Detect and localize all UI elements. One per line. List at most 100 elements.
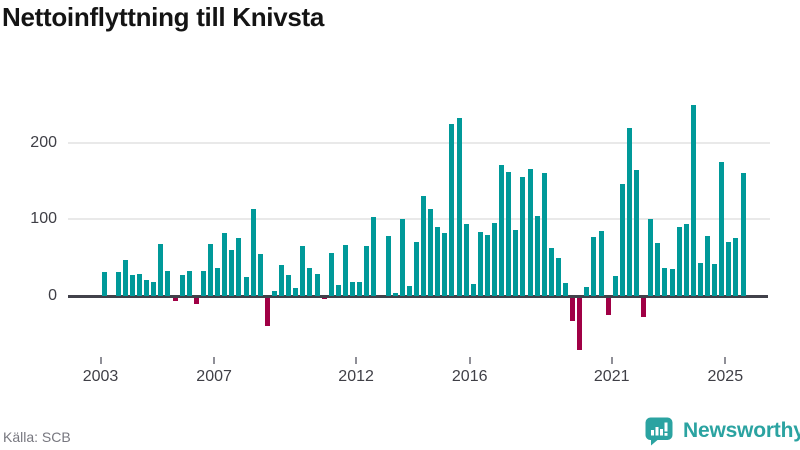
newsworthy-icon (645, 417, 673, 446)
bar (676, 226, 682, 296)
bar (421, 196, 426, 296)
bar (307, 267, 313, 296)
bar (158, 243, 164, 296)
bar (286, 274, 292, 296)
bar (484, 235, 490, 296)
bar (151, 282, 157, 296)
newsworthy-logo: Newsworthy (644, 416, 800, 446)
bar (634, 170, 639, 296)
x-axis-label: 2007 (196, 368, 232, 385)
bar (137, 273, 142, 296)
x-axis-tick (724, 357, 727, 364)
bar (406, 286, 412, 296)
bar (648, 219, 654, 296)
bar (534, 216, 540, 296)
y-axis-label: 0 (48, 287, 57, 304)
bar (350, 282, 355, 296)
bar (413, 241, 419, 296)
x-axis-tick (355, 357, 358, 364)
bar (129, 275, 135, 296)
x-axis-line (68, 294, 768, 298)
bar (293, 288, 299, 296)
bar (342, 245, 348, 296)
bar (200, 270, 206, 296)
x-axis-tick (213, 357, 216, 364)
y-axis-label: 100 (30, 210, 57, 228)
bar (215, 267, 221, 296)
bar (527, 169, 533, 296)
bar (236, 237, 242, 296)
bar (428, 208, 434, 296)
bar (577, 297, 583, 351)
bar (172, 297, 178, 302)
bar (683, 223, 689, 296)
bar (626, 128, 632, 296)
bar (499, 164, 505, 296)
gridline-100 (68, 218, 770, 221)
bar (719, 161, 725, 296)
bar (690, 105, 696, 296)
bar (435, 226, 441, 296)
bar (513, 230, 519, 296)
bar (705, 236, 710, 296)
newsworthy-wordmark: Newsworthy (683, 419, 800, 442)
bar (456, 118, 462, 296)
bar (385, 236, 391, 296)
bar (321, 297, 327, 299)
bar (314, 273, 320, 296)
bar (193, 297, 199, 304)
x-axis-tick (468, 357, 471, 364)
bar (243, 276, 249, 296)
bar (563, 282, 568, 296)
bar (541, 173, 547, 296)
bar (144, 279, 150, 296)
bar (399, 219, 405, 296)
bar (662, 267, 668, 296)
x-axis-label: 2021 (593, 368, 630, 385)
bar (655, 243, 661, 296)
bar (619, 184, 625, 296)
bar (669, 269, 675, 296)
bar (463, 223, 469, 296)
bar (357, 282, 363, 296)
bar (208, 243, 213, 296)
bar (470, 284, 476, 296)
bar (335, 285, 341, 296)
bar (712, 263, 718, 296)
bar (229, 249, 235, 296)
bar (555, 257, 561, 296)
bar (179, 274, 185, 296)
bar (449, 124, 455, 296)
bar (477, 231, 483, 296)
bar (740, 172, 746, 296)
bar (300, 246, 306, 296)
gridline-200 (68, 141, 770, 144)
bar (584, 286, 590, 296)
bar (257, 253, 263, 296)
bar (726, 241, 732, 296)
bar (605, 297, 611, 316)
x-axis-tick (99, 357, 102, 364)
bar (733, 238, 739, 296)
bar (548, 247, 554, 296)
bar (612, 276, 618, 296)
bar (279, 265, 284, 296)
bar (492, 223, 497, 296)
bar (697, 263, 703, 296)
x-axis-label: 2025 (707, 368, 744, 385)
bar (328, 253, 334, 296)
bar (271, 290, 277, 296)
bar (165, 270, 171, 296)
bar (371, 216, 377, 296)
source-attribution: Källa: SCB (3, 429, 71, 445)
bar (641, 297, 647, 318)
x-axis-label: 2012 (338, 368, 374, 385)
bar (222, 233, 228, 296)
bar (264, 297, 270, 326)
bar (115, 272, 121, 296)
bar (520, 177, 526, 296)
x-axis-label: 2016 (451, 368, 488, 385)
chart-title: Nettoinflyttning till Knivsta (2, 2, 325, 32)
bar (122, 259, 128, 296)
